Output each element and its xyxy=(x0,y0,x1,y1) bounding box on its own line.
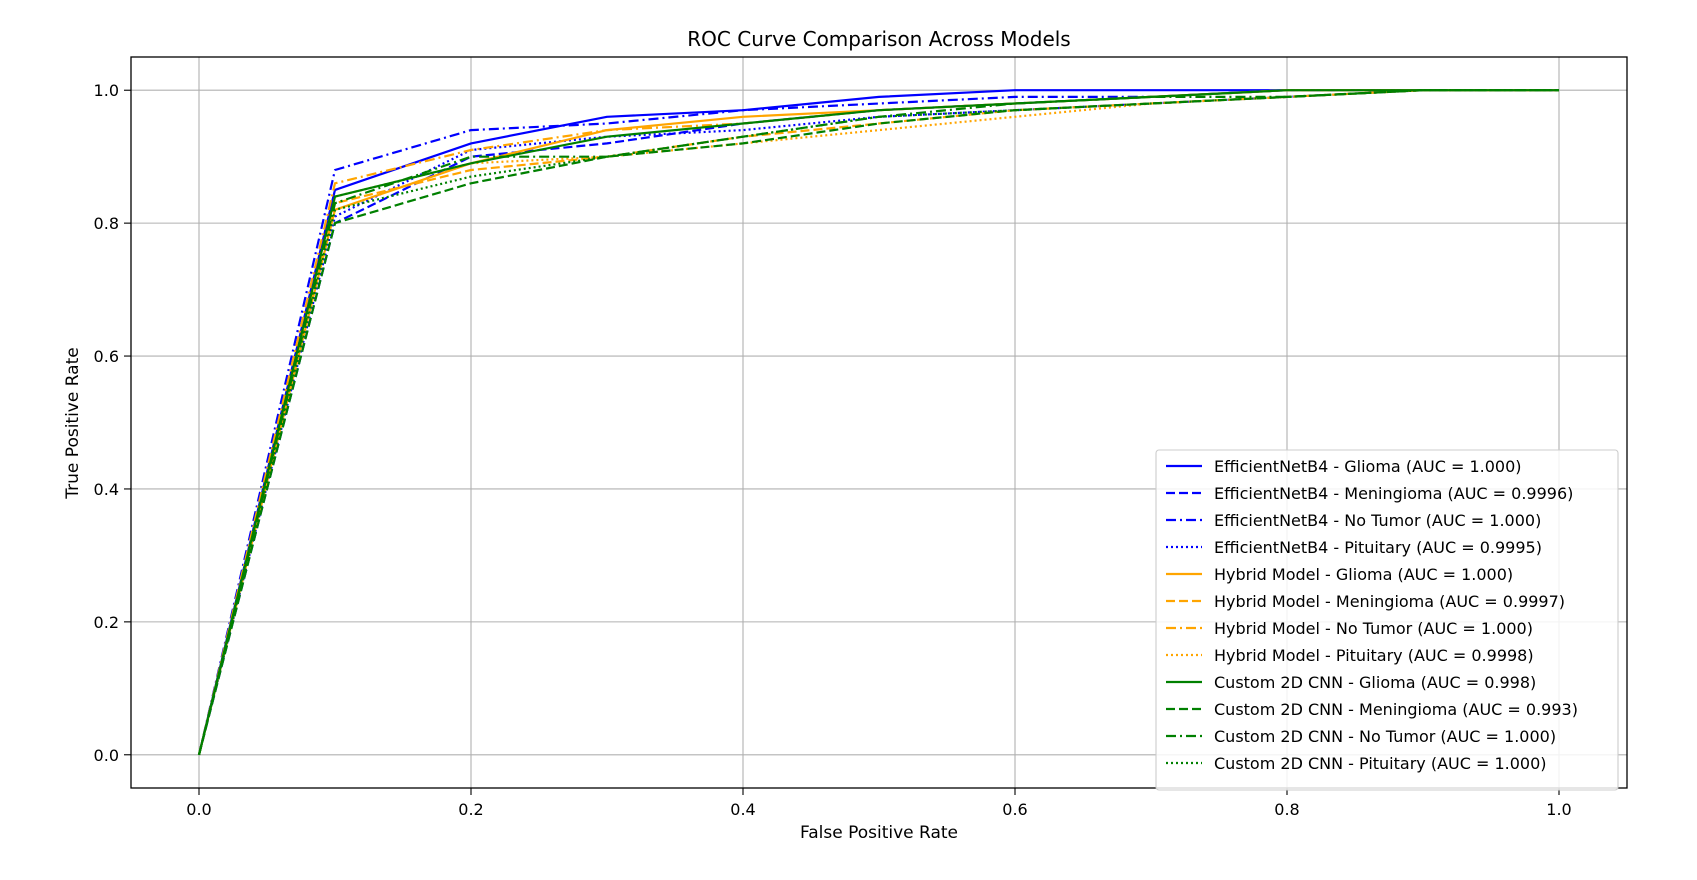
legend-label: EfficientNetB4 - Glioma (AUC = 1.000) xyxy=(1214,457,1522,476)
legend-label: Hybrid Model - Glioma (AUC = 1.000) xyxy=(1214,565,1513,584)
y-tick-label: 0.0 xyxy=(94,746,119,765)
y-tick-label: 0.2 xyxy=(94,613,119,632)
legend-label: Custom 2D CNN - Meningioma (AUC = 0.993) xyxy=(1214,700,1578,719)
roc-series-line-6 xyxy=(197,89,1559,756)
x-tick-label: 0.0 xyxy=(186,800,211,819)
legend: EfficientNetB4 - Glioma (AUC = 1.000) Eff… xyxy=(1155,449,1619,791)
y-axis-label: True Positive Rate xyxy=(63,347,83,499)
plot-lines xyxy=(197,89,1559,756)
roc-series-line-9 xyxy=(197,89,1559,756)
y-tick-label: 0.4 xyxy=(94,480,119,499)
y-tick-label: 0.8 xyxy=(94,214,119,233)
roc-series-line-7 xyxy=(197,89,1559,756)
legend-label: Custom 2D CNN - No Tumor (AUC = 1.000) xyxy=(1214,727,1556,746)
legend-label: EfficientNetB4 - Meningioma (AUC = 0.999… xyxy=(1214,484,1573,503)
x-tick-label: 1.0 xyxy=(1546,800,1571,819)
axis-ticks: 0.0 0.2 0.4 0.6 0.8 1.0 0.0 0.2 0.4 0.6 0.8 1.0 xyxy=(94,81,1572,819)
plot-frame xyxy=(130,56,1628,789)
legend-label: Custom 2D CNN - Glioma (AUC = 0.998) xyxy=(1214,673,1536,692)
legend-label: EfficientNetB4 - Pituitary (AUC = 0.9995… xyxy=(1214,538,1542,557)
y-tick-label: 1.0 xyxy=(94,81,119,100)
legend-label: Hybrid Model - No Tumor (AUC = 1.000) xyxy=(1214,619,1533,638)
x-tick-label: 0.8 xyxy=(1274,800,1299,819)
y-tick-label: 0.6 xyxy=(94,347,119,366)
roc-series-line-11 xyxy=(197,89,1559,756)
roc-series-line-10 xyxy=(197,89,1559,756)
legend-label: Hybrid Model - Meningioma (AUC = 0.9997) xyxy=(1214,592,1565,611)
legend-label: Hybrid Model - Pituitary (AUC = 0.9998) xyxy=(1214,646,1534,665)
x-tick-label: 0.4 xyxy=(730,800,755,819)
x-axis-label: False Positive Rate xyxy=(800,823,958,843)
legend-label: EfficientNetB4 - No Tumor (AUC = 1.000) xyxy=(1214,511,1541,530)
x-tick-label: 0.2 xyxy=(458,800,483,819)
x-tick-label: 0.6 xyxy=(1002,800,1027,819)
legend-label: Custom 2D CNN - Pituitary (AUC = 1.000) xyxy=(1214,754,1547,773)
chart-title: ROC Curve Comparison Across Models xyxy=(687,27,1070,51)
roc-series-line-12 xyxy=(197,89,1559,756)
legend-box xyxy=(1155,449,1619,791)
